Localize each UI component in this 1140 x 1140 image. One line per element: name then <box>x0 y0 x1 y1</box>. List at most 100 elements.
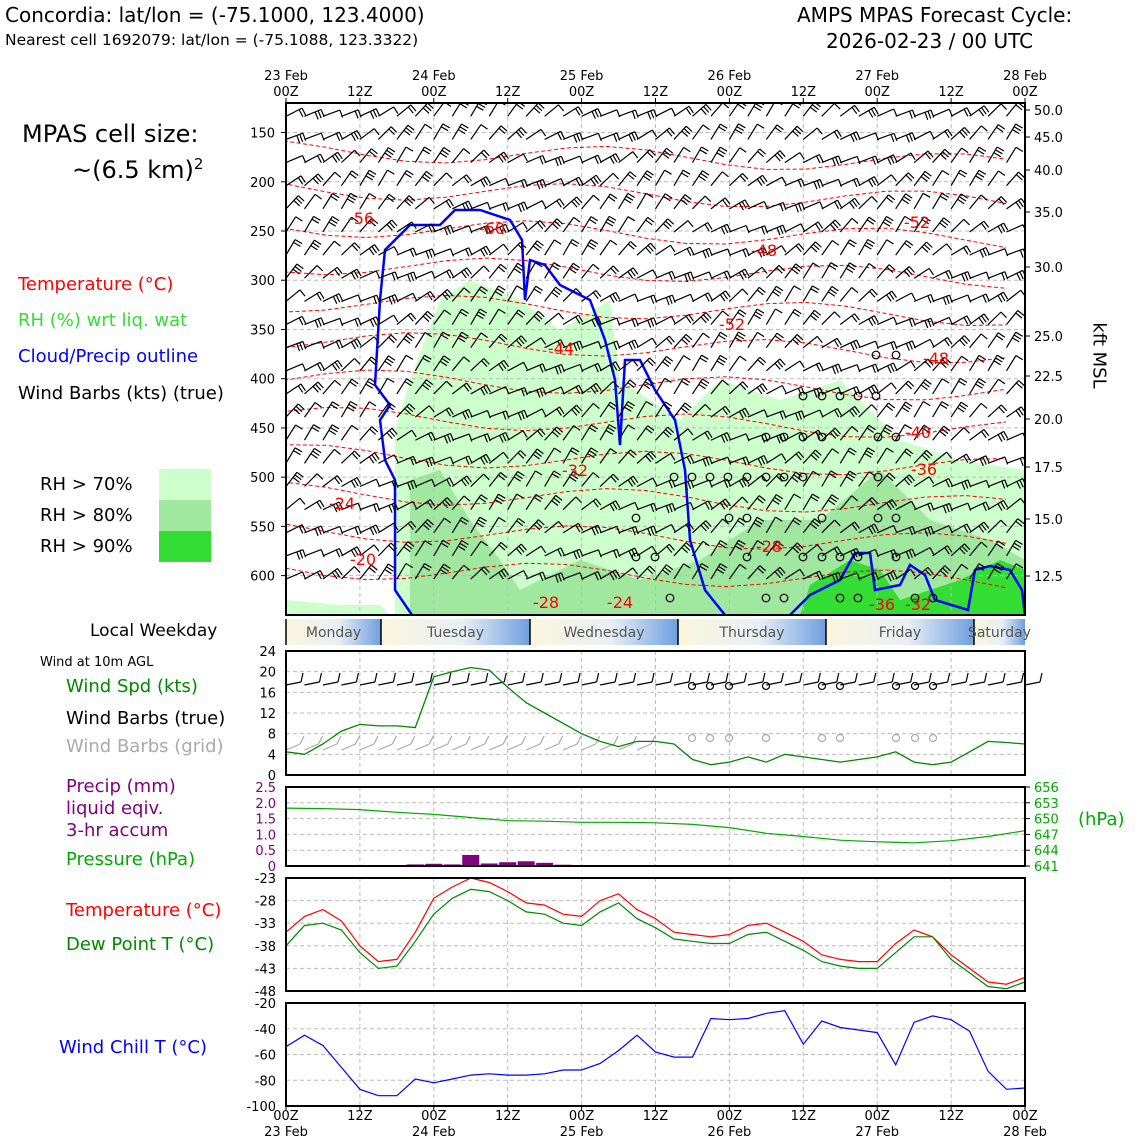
wind-barb <box>488 451 509 464</box>
wind-barb <box>359 108 381 119</box>
wind-barb <box>433 539 451 557</box>
wind-barb <box>765 264 786 279</box>
wind-barb <box>784 360 805 372</box>
wind-barb <box>525 310 545 325</box>
wind-barb <box>987 146 1005 163</box>
wind-barb <box>673 169 691 187</box>
calm-circle <box>687 681 697 691</box>
wind-barb <box>692 271 713 280</box>
wind-barb <box>858 288 878 302</box>
true-wind-barb <box>914 672 932 686</box>
wind-barb <box>895 448 914 464</box>
wind-barb <box>858 363 879 374</box>
wind-barb <box>618 293 639 302</box>
wind-barb <box>932 192 950 210</box>
wind-barb <box>433 146 451 163</box>
wind-barb <box>377 542 398 557</box>
wind-barb <box>304 499 325 511</box>
wind-barb <box>414 519 434 534</box>
wind-barb <box>433 172 453 187</box>
wind-barb <box>489 202 510 212</box>
wind-barb <box>655 356 674 372</box>
true-wind-barb <box>747 672 766 686</box>
wind-barb <box>747 356 767 372</box>
wind-barb <box>562 314 584 326</box>
wind-barb <box>526 78 542 93</box>
wind-barb <box>507 430 528 441</box>
wind-barb <box>636 545 658 557</box>
wind-barb <box>839 131 861 143</box>
wind-barb <box>876 194 896 210</box>
wind-barb <box>581 524 602 536</box>
wind-barb <box>858 195 878 210</box>
true-wind-barb <box>877 672 895 686</box>
xs-kft-tick-label: 12.5 <box>1034 570 1063 585</box>
wind-barb <box>377 334 398 349</box>
wind-barb <box>451 356 471 372</box>
wind-barb <box>396 271 418 283</box>
wind-barb <box>414 196 435 210</box>
wind-barb <box>581 571 602 581</box>
wind-barb <box>451 475 472 487</box>
wind-barb <box>655 315 676 326</box>
wind-barb <box>451 495 471 511</box>
calm-circle <box>779 593 789 603</box>
wind-barb <box>765 124 784 140</box>
wind-barb <box>710 405 731 418</box>
wind-barb <box>377 563 396 580</box>
wind-barb <box>507 450 527 464</box>
wind-barb <box>415 248 436 259</box>
wind-barb <box>747 266 768 279</box>
wind-barb <box>433 380 453 395</box>
wind-barb <box>987 271 1009 281</box>
wind-barb <box>636 192 654 210</box>
wind-barb <box>341 242 361 256</box>
calm-circle <box>724 681 734 691</box>
wind-barb <box>728 381 749 395</box>
wind-barb <box>747 103 765 117</box>
wind-barb <box>895 132 916 143</box>
wind-barb <box>766 224 787 236</box>
wind-barb <box>1006 248 1025 258</box>
wind-barb <box>876 215 894 233</box>
wind-barb <box>433 248 455 257</box>
wind-barb <box>1024 323 1025 325</box>
wind-barb <box>765 308 783 325</box>
wind-barb <box>359 564 378 580</box>
wind-barb <box>544 339 565 349</box>
wind-barb <box>932 128 953 140</box>
wind-barb <box>728 123 746 140</box>
wind-barb <box>599 193 618 210</box>
wind-barb <box>636 170 654 187</box>
wind-barb <box>286 263 304 279</box>
calm-circle <box>835 552 845 562</box>
wind-barb <box>1006 456 1025 467</box>
wind-barb <box>323 85 343 95</box>
wind-barb <box>525 337 547 349</box>
wind-barb <box>396 146 414 163</box>
wind-barb <box>470 540 488 557</box>
true-wind-barb <box>636 672 655 686</box>
wind-barb <box>636 477 658 488</box>
top-date-label: 25 Feb <box>560 69 604 84</box>
wind-barb <box>377 169 395 187</box>
wind-barb <box>932 451 953 464</box>
top-hour-label: 00Z <box>717 85 743 100</box>
wind-barb <box>415 270 436 279</box>
legend-rh: RH (%) wrt liq. wat <box>18 310 188 331</box>
wind-barb <box>618 567 639 580</box>
wind-barb <box>581 402 600 418</box>
temperature-frame <box>285 877 1026 992</box>
wind-chill-y-tick-label: -40 <box>255 1023 276 1038</box>
wind-barb <box>840 177 861 188</box>
wind-barb <box>562 216 581 233</box>
wind-barb <box>618 267 639 279</box>
wind-barb <box>784 243 805 256</box>
wind-barb <box>525 408 547 418</box>
true-wind-barb <box>673 672 692 686</box>
wind-barb <box>341 546 362 558</box>
calm-circle <box>669 472 679 482</box>
xs-kft-tick-label: 45.0 <box>1034 131 1063 146</box>
weekday-label: Friday <box>879 625 921 641</box>
true-wind-barb <box>1006 672 1025 686</box>
